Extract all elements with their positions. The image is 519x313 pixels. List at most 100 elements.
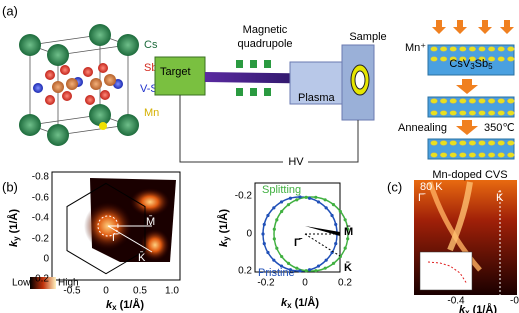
point-label: K̄ <box>344 262 352 274</box>
atom-dot <box>459 111 466 116</box>
contour-point <box>295 198 298 201</box>
atom-dot <box>498 57 505 62</box>
axis-label: kx (1/Å) <box>106 298 144 312</box>
legend-mn: Mn <box>144 107 159 119</box>
axis-unit: (1/Å) <box>7 209 20 237</box>
panel-label: (b) <box>2 179 18 194</box>
atom-dot <box>431 57 438 62</box>
contour-point <box>314 196 317 199</box>
contour-point <box>339 210 342 213</box>
legend-cs: Cs <box>144 39 158 51</box>
sample-label: Sample <box>349 31 386 43</box>
x-tick-label: 0.5 <box>133 286 147 297</box>
atom-dot <box>440 57 447 62</box>
pld-schematic <box>155 45 374 162</box>
contour-point <box>330 214 333 217</box>
atom-dot <box>450 111 457 116</box>
contour-point <box>266 251 269 254</box>
atom <box>117 34 139 56</box>
atom-dot <box>498 141 505 146</box>
atom-dot <box>479 47 486 52</box>
point-label: M̄ <box>344 226 353 238</box>
atom <box>99 122 107 130</box>
point-label: Γ̄ <box>294 237 303 249</box>
contour-point <box>334 223 337 226</box>
contour-point <box>305 269 308 272</box>
atom-dot <box>507 141 514 146</box>
contour-point <box>324 267 327 270</box>
plasma-label: Plasma <box>298 92 336 104</box>
contour-point <box>280 200 283 203</box>
contour-point <box>314 269 317 272</box>
y-tick-label: -0.2 <box>32 234 50 245</box>
axis-label: ky (1/Å) <box>7 209 21 247</box>
contour-point <box>325 259 328 262</box>
annealing-label: Annealing <box>398 122 447 134</box>
atom-dot <box>488 99 495 104</box>
atom <box>100 90 110 100</box>
ion-label: Mn⁺ <box>405 42 426 54</box>
atom-dot <box>479 141 486 146</box>
atom-dot <box>507 47 514 52</box>
contour-point <box>275 218 278 221</box>
atom-dot <box>507 57 514 62</box>
y-tick-label: 0 <box>43 254 49 265</box>
atom <box>47 124 69 146</box>
atoms <box>19 24 139 146</box>
atom <box>85 95 95 105</box>
x-tick-label: 0.2 <box>338 278 352 289</box>
atom-dot <box>498 47 505 52</box>
atom <box>90 78 102 90</box>
panel-label: (a) <box>2 3 18 18</box>
atom-dot <box>479 111 486 116</box>
atom-dot <box>450 141 457 146</box>
atom-dot <box>469 111 476 116</box>
arpes-map <box>30 172 180 289</box>
atom <box>19 114 41 136</box>
atom-dot <box>488 111 495 116</box>
axis-label: kx (1/Å) <box>281 296 319 310</box>
atom-dot <box>488 141 495 146</box>
atom-dot <box>450 99 457 104</box>
contour-point <box>273 228 276 231</box>
contour-point <box>305 196 308 199</box>
atom <box>52 81 64 93</box>
atom-dot <box>469 141 476 146</box>
atom <box>33 83 43 93</box>
contour-point <box>344 247 347 250</box>
atom-dot <box>431 111 438 116</box>
contour-point <box>317 264 320 267</box>
contour-point <box>287 203 290 206</box>
atom-dot <box>431 141 438 146</box>
axis-label: ky (1/Å) <box>217 209 231 247</box>
atom <box>117 114 139 136</box>
axis-unit: (1/Å) <box>117 298 145 311</box>
atom <box>62 91 72 101</box>
fermi-contour <box>255 183 349 273</box>
atom <box>47 44 69 66</box>
contour-point <box>308 268 311 271</box>
panel-label: (c) <box>387 179 402 194</box>
y-tick-label: -0.2 <box>235 191 253 202</box>
atom-dot <box>459 47 466 52</box>
atom-dot <box>459 99 466 104</box>
contour-point <box>308 197 311 200</box>
atom <box>60 65 70 75</box>
atom-dot <box>469 153 476 158</box>
atom-dot <box>488 153 495 158</box>
x-tick-label: -0. <box>510 296 519 307</box>
contour-point <box>317 200 320 203</box>
atom-dot <box>507 111 514 116</box>
contour-point <box>325 206 328 209</box>
contour-point <box>263 242 266 245</box>
target-label: Target <box>160 66 191 78</box>
axis-label: kx (1/Å) <box>459 303 497 313</box>
atom <box>45 95 55 105</box>
atom-dot <box>498 111 505 116</box>
colorbar-label: Low <box>12 278 31 289</box>
atom <box>89 104 111 126</box>
atom <box>104 74 116 86</box>
atom-dot <box>440 141 447 146</box>
contour-point <box>295 267 298 270</box>
contour-point <box>272 206 275 209</box>
